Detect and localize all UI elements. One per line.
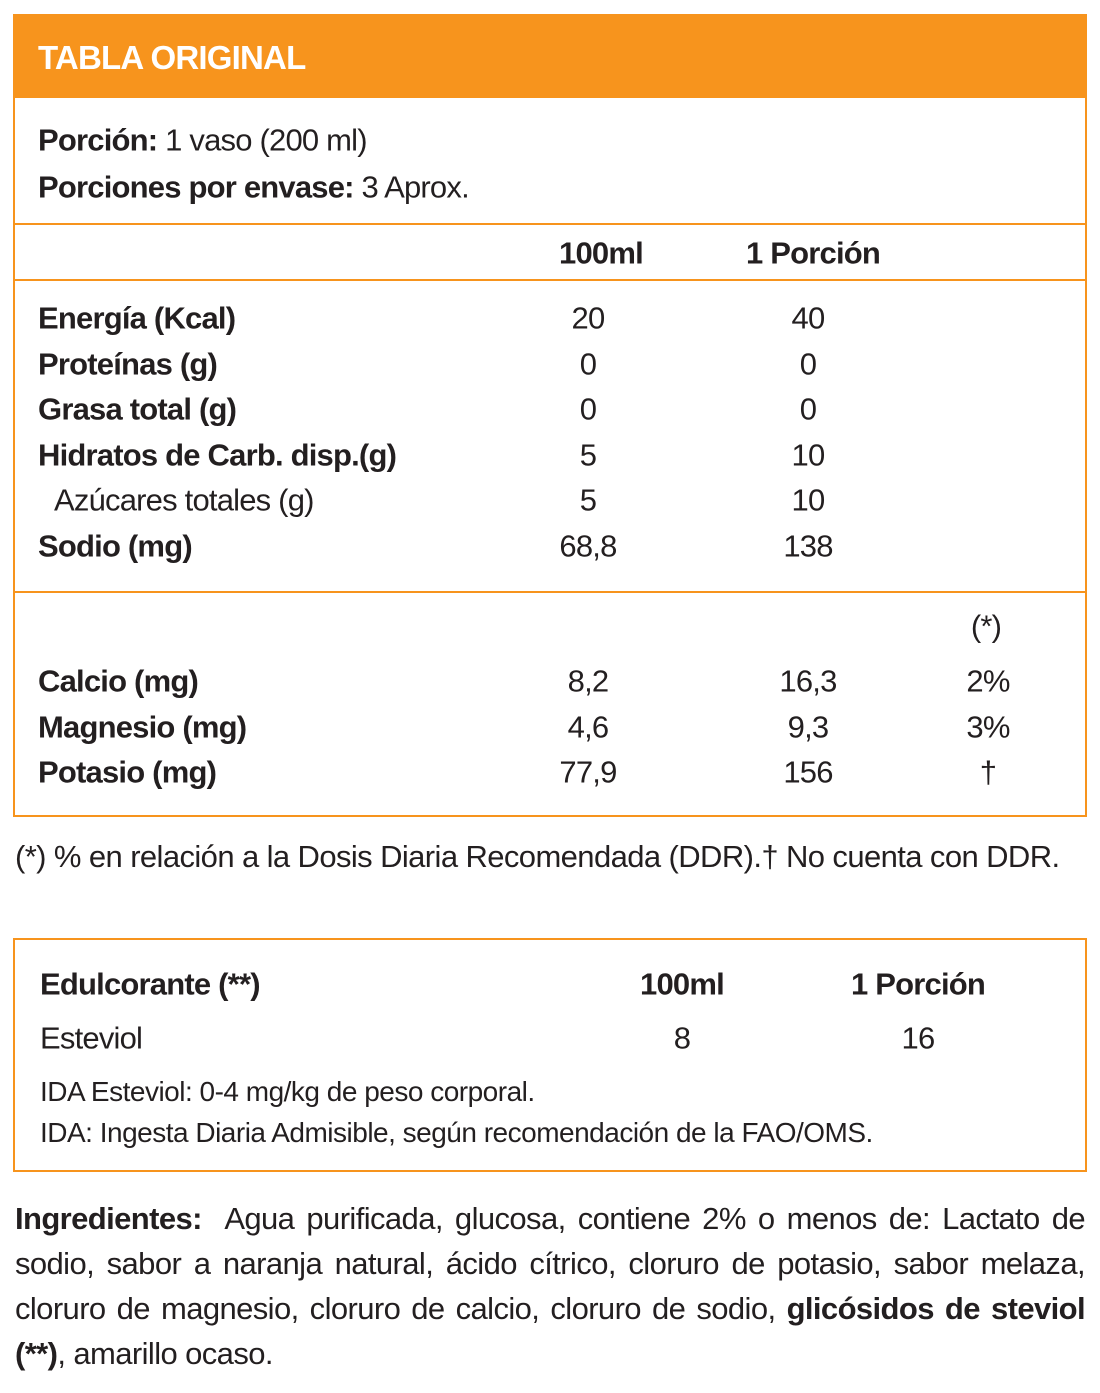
portion-value: 1 vaso (200 ml) — [165, 122, 367, 158]
ingredients-label: Ingredientes: — [15, 1201, 202, 1236]
portion: Porción: 1 vaso (200 ml) — [38, 122, 368, 158]
divider — [13, 223, 1087, 225]
nutrient-value: 5 — [579, 482, 597, 518]
nutrient-value: 0 — [799, 391, 817, 427]
ingredients-text: Agua purificada, glucosa, contiene 2% o … — [15, 1201, 1086, 1326]
nutrient-label: Hidratos de Carb. disp.(g) — [38, 437, 397, 473]
mineral-value: 8,2 — [567, 663, 609, 699]
servings-label: Porciones por envase: — [38, 169, 355, 205]
mineral-value: † — [979, 754, 997, 790]
sweetener-note: IDA Esteviol: 0-4 mg/kg de peso corporal… — [40, 1076, 535, 1107]
nutrient-value: 10 — [791, 482, 826, 518]
mineral-label: Potasio (mg) — [38, 754, 217, 790]
nutrient-value: 0 — [579, 391, 597, 427]
nutrient-value: 40 — [791, 300, 826, 336]
sweetener-header: 1 Porción — [850, 966, 986, 1002]
sweetener-box — [13, 938, 1087, 1172]
divider — [13, 591, 1087, 593]
nutrient-label: Azúcares totales (g) — [54, 482, 314, 518]
mineral-value: 2% — [966, 663, 1010, 699]
mineral-value: 156 — [783, 754, 833, 790]
title-bar: TABLA ORIGINAL — [13, 14, 1087, 98]
nutrient-value: 138 — [783, 528, 833, 564]
mineral-label: Magnesio (mg) — [38, 709, 247, 744]
ingredients-tail: , amarillo ocaso. — [57, 1336, 273, 1371]
column-header: 100ml — [559, 235, 644, 271]
sweetener-note: IDA: Ingesta Diaria Admisible, según rec… — [40, 1117, 873, 1148]
mineral-value: 4,6 — [567, 709, 609, 744]
mineral-value: 16,3 — [779, 663, 837, 699]
title: TABLA ORIGINAL — [38, 39, 306, 76]
sweetener-value: 8 — [673, 1020, 691, 1056]
sweetener-header: 100ml — [640, 966, 725, 1002]
portion-label: Porción: — [38, 122, 158, 158]
nutrient-label: Sodio (mg) — [38, 528, 193, 564]
mineral-value: 77,9 — [559, 754, 617, 790]
sweetener-value: Esteviol — [40, 1020, 143, 1056]
nutrient-value: 10 — [791, 437, 826, 473]
nutrient-label: Proteínas (g) — [38, 346, 218, 382]
nutrient-value: 68,8 — [559, 528, 617, 564]
column-header: 1 Porción — [745, 235, 881, 271]
mineral-value: 3% — [966, 709, 1010, 744]
ingredients: Ingredientes: Agua purificada, glucosa, … — [15, 1196, 1086, 1376]
nutrient-value: 0 — [799, 346, 817, 382]
nutrient-value: 5 — [579, 437, 597, 473]
nutrient-label: Grasa total (g) — [38, 391, 237, 427]
servings: Porciones por envase: 3 Aprox. — [38, 169, 470, 205]
nutrient-value: 20 — [571, 300, 606, 336]
ingredients-highlight: glicósidos de steviol (**) — [15, 1291, 1086, 1371]
divider — [13, 279, 1087, 281]
mineral-label: Calcio (mg) — [38, 663, 199, 699]
nutrient-label: Energía (Kcal) — [38, 300, 236, 336]
footnote: (*) % en relación a la Dosis Diaria Reco… — [15, 839, 1060, 874]
nutrient-value: 0 — [579, 346, 597, 382]
servings-value: 3 Aprox. — [361, 169, 470, 205]
mineral-value: 9,3 — [787, 709, 829, 744]
sweetener-value: 16 — [901, 1020, 936, 1056]
sweetener-header: Edulcorante (**) — [40, 966, 261, 1002]
ddr-header: (*) — [970, 608, 1002, 644]
